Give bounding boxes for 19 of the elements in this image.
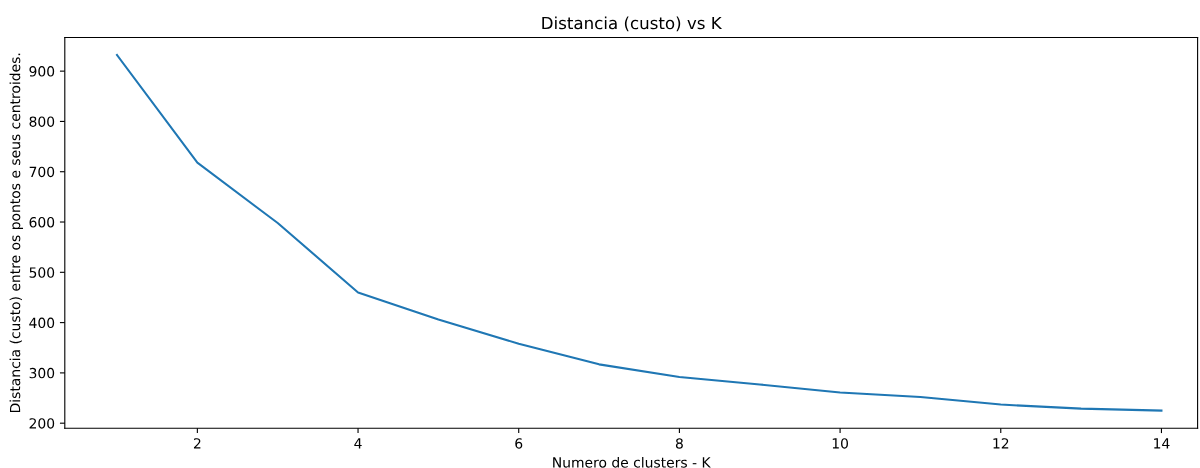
x-tick-label: 2 [193, 438, 201, 449]
x-axis-title: Numero de clusters - K [553, 456, 711, 468]
y-tick-label: 900 [29, 66, 55, 77]
x-tick-label: 10 [832, 438, 848, 449]
x-tick-label: 6 [515, 438, 523, 449]
x-tick-label: 8 [675, 438, 683, 449]
y-tick-label: 600 [29, 216, 55, 228]
x-tick-label: 14 [1154, 438, 1170, 449]
y-tick-label: 300 [29, 367, 55, 379]
y-tick-label: 700 [29, 166, 55, 178]
x-tick-label: 12 [993, 438, 1009, 449]
y-axis-title: Distancia (custo) entre os pontos e seus centroides. [9, 53, 24, 413]
chart-title: Distancia (custo) vs K [542, 16, 723, 32]
x-tick-label: 4 [354, 438, 362, 449]
y-tick-label: 200 [29, 418, 55, 429]
y-tick-label: 400 [29, 317, 55, 329]
y-tick-label: 800 [29, 116, 55, 127]
line-series [115, 54, 1163, 412]
y-tick-label: 500 [29, 267, 55, 278]
